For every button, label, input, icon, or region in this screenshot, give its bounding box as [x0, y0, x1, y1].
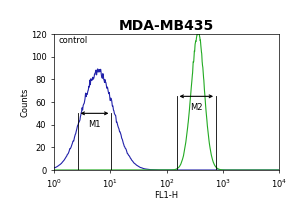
- Text: M1: M1: [88, 120, 101, 129]
- Text: control: control: [58, 36, 88, 45]
- Title: MDA-MB435: MDA-MB435: [119, 19, 214, 33]
- Y-axis label: Counts: Counts: [20, 87, 29, 117]
- Text: M2: M2: [190, 103, 202, 112]
- X-axis label: FL1-H: FL1-H: [154, 191, 178, 200]
